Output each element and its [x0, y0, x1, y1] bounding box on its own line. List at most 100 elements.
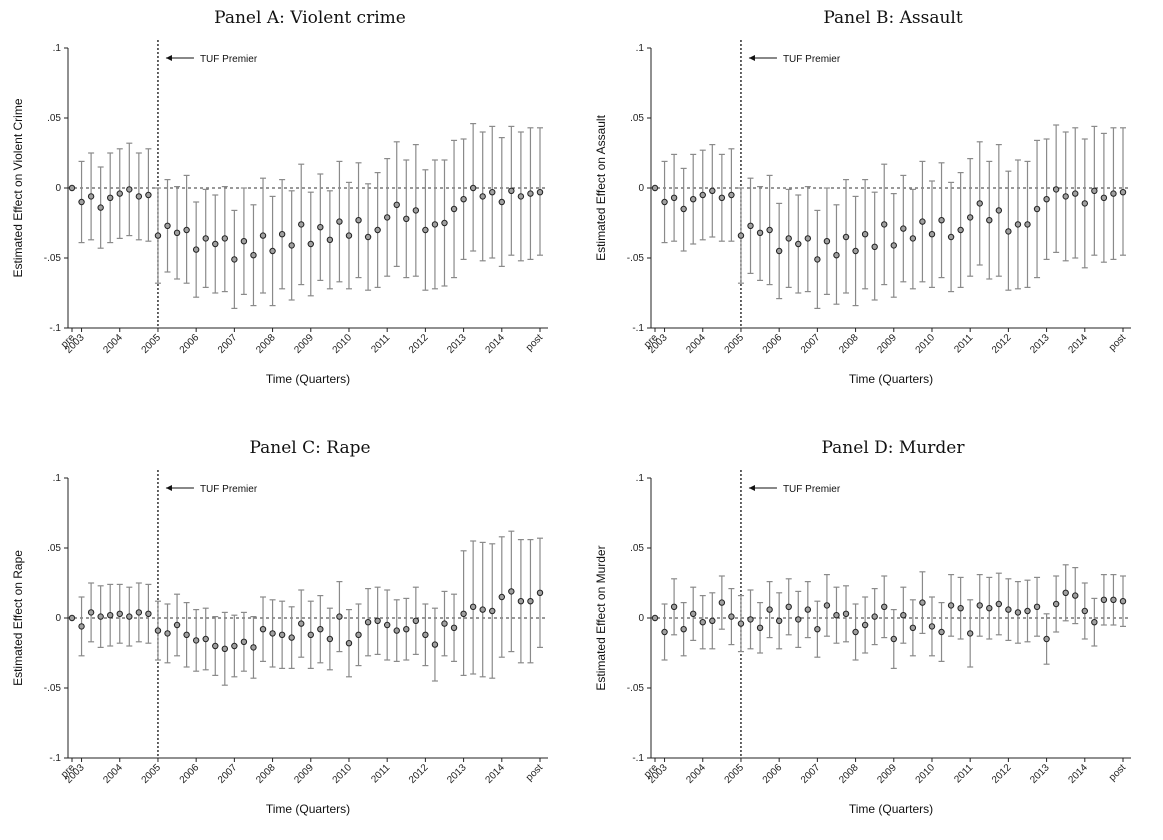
y-tick-label: 0 — [638, 613, 644, 624]
point-estimate — [1119, 598, 1127, 605]
x-tick-label: 2012 — [407, 762, 431, 786]
point-estimate — [737, 232, 745, 239]
point-estimate — [383, 214, 391, 221]
point-estimate — [288, 634, 295, 641]
point-estimate — [1091, 619, 1098, 626]
panel-title: Panel A: Violent crime — [214, 8, 406, 28]
point-estimate — [441, 620, 448, 627]
point-estimate — [508, 588, 515, 595]
x-tick-label: 2010 — [914, 762, 938, 786]
point-estimate — [403, 626, 410, 633]
point-estimate — [928, 231, 936, 238]
panel-title: Panel D: Murder — [821, 438, 965, 458]
point-estimate — [1005, 228, 1012, 235]
point-estimate — [374, 226, 381, 234]
chart-panel-3: Panel C: Rape .1 .05 0 -.05 -.1 Estimated Effe… — [0, 430, 575, 840]
x-tick-label: 2005 — [723, 762, 747, 786]
point-estimate — [976, 602, 983, 609]
point-estimate — [737, 620, 745, 627]
y-tick-label: 0 — [55, 183, 61, 194]
point-estimate — [900, 225, 907, 232]
point-estimate — [307, 631, 314, 639]
point-estimate — [145, 610, 152, 618]
point-estimate — [690, 196, 697, 203]
point-estimate — [966, 214, 974, 221]
point-estimate — [1072, 190, 1079, 197]
point-estimate — [919, 218, 926, 225]
point-estimate — [1024, 221, 1031, 228]
point-estimate — [1091, 187, 1098, 195]
point-estimate — [938, 217, 945, 224]
point-estimate — [164, 222, 171, 230]
x-tick-label: 2011 — [369, 332, 392, 355]
chart-panel-1: Panel A: Violent crime .1 .05 0 -.05 -.1 Estim… — [0, 0, 575, 410]
x-tick-label: 2006 — [761, 762, 785, 786]
point-estimate — [747, 222, 754, 230]
point-estimate — [690, 610, 697, 618]
point-estimate — [68, 184, 76, 192]
x-tick-label: 2014 — [483, 332, 507, 356]
point-estimate — [536, 189, 544, 196]
x-tick-label: post — [524, 762, 545, 783]
point-estimate — [823, 238, 831, 245]
point-estimate — [766, 606, 773, 613]
point-estimate — [900, 612, 907, 619]
point-estimate — [431, 641, 439, 648]
x-tick-label: 2008 — [254, 762, 278, 786]
point-estimate — [833, 252, 840, 259]
y-tick-label: .05 — [630, 113, 644, 124]
point-estimate — [842, 233, 850, 241]
point-estimate — [1033, 603, 1041, 611]
point-estimate — [460, 196, 467, 203]
point-estimate — [135, 193, 143, 200]
y-tick-label: 0 — [55, 613, 61, 624]
point-estimate — [126, 613, 133, 620]
x-tick-label: 2004 — [684, 762, 708, 786]
point-estimate — [947, 602, 955, 609]
y-tick-label: -.05 — [44, 683, 62, 694]
point-estimate — [938, 628, 945, 636]
point-estimate — [78, 623, 85, 630]
y-tick-label: .1 — [636, 43, 645, 54]
x-tick-label: 2006 — [178, 762, 202, 786]
point-estimate — [278, 231, 286, 238]
x-tick-label: 2013 — [445, 762, 469, 786]
point-estimate — [508, 187, 515, 195]
x-axis-label: Time (Quarters) — [849, 802, 933, 816]
point-estimate — [269, 247, 276, 255]
point-estimate — [680, 205, 687, 213]
point-estimate — [154, 627, 162, 634]
point-estimate — [317, 626, 324, 633]
point-estimate — [986, 605, 993, 612]
point-estimate — [126, 186, 133, 193]
point-estimate — [298, 221, 305, 228]
point-estimate — [909, 624, 917, 632]
x-axis-label: Time (Quarters) — [266, 372, 350, 386]
point-estimate — [976, 200, 983, 207]
point-estimate — [250, 644, 257, 651]
point-estimate — [709, 187, 716, 195]
x-tick-label: 2014 — [483, 762, 507, 786]
point-estimate — [517, 193, 525, 200]
point-estimate — [1081, 607, 1088, 615]
point-estimate — [1052, 186, 1060, 193]
point-estimate — [326, 635, 334, 643]
chart-svg: .1 .05 0 -.05 -.1 Estimated Effect on Murder p… — [594, 470, 1131, 816]
point-estimate — [1005, 606, 1012, 613]
point-estimate — [861, 231, 869, 238]
point-estimate — [795, 240, 802, 248]
x-tick-label: post — [1107, 332, 1128, 353]
point-estimate — [489, 607, 496, 615]
x-tick-label: 2009 — [292, 332, 316, 356]
x-tick-label: 2011 — [952, 762, 975, 785]
point-estimate — [699, 619, 706, 626]
point-estimate — [240, 238, 248, 245]
point-estimate — [431, 221, 439, 228]
y-tick-label: -.1 — [49, 753, 61, 764]
x-tick-label: 2005 — [140, 332, 164, 356]
point-estimate — [269, 630, 276, 637]
x-tick-label: 2012 — [990, 762, 1014, 786]
point-estimate — [479, 606, 486, 613]
point-estimate — [775, 247, 783, 255]
